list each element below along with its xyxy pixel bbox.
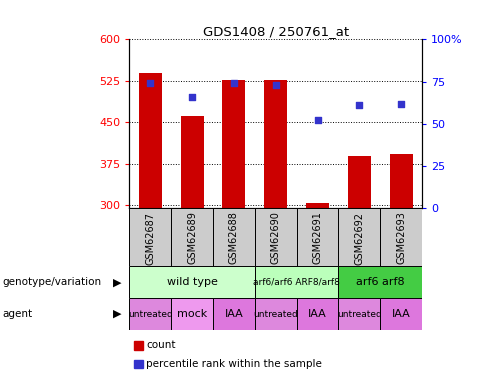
Text: GSM62693: GSM62693 xyxy=(396,211,406,264)
Bar xyxy=(213,298,255,330)
Text: genotype/variation: genotype/variation xyxy=(2,277,102,287)
Bar xyxy=(339,266,422,298)
Bar xyxy=(339,208,380,266)
Point xyxy=(230,80,238,86)
Bar xyxy=(213,208,255,266)
Bar xyxy=(129,266,255,298)
Text: untreated: untreated xyxy=(128,310,173,319)
Bar xyxy=(306,202,329,208)
Bar xyxy=(181,116,203,208)
Text: IAA: IAA xyxy=(392,309,410,319)
Text: IAA: IAA xyxy=(308,309,327,319)
Text: untreated: untreated xyxy=(337,310,382,319)
Text: agent: agent xyxy=(2,309,33,319)
Text: GSM62688: GSM62688 xyxy=(229,211,239,264)
Bar xyxy=(390,154,413,208)
Bar xyxy=(297,208,339,266)
Text: IAA: IAA xyxy=(224,309,243,319)
Point xyxy=(272,82,280,88)
Point xyxy=(314,117,322,123)
Text: ▶: ▶ xyxy=(113,309,121,319)
Bar xyxy=(255,208,297,266)
Bar xyxy=(380,298,422,330)
Text: arf6/arf6 ARF8/arf8: arf6/arf6 ARF8/arf8 xyxy=(253,278,340,286)
Bar xyxy=(297,298,339,330)
Text: GSM62690: GSM62690 xyxy=(271,211,281,264)
Bar xyxy=(264,80,287,208)
Bar xyxy=(348,156,371,208)
Text: percentile rank within the sample: percentile rank within the sample xyxy=(146,359,322,369)
Point xyxy=(146,80,154,86)
Bar xyxy=(171,298,213,330)
Bar xyxy=(139,73,162,208)
Text: GSM62689: GSM62689 xyxy=(187,211,197,264)
Bar xyxy=(380,208,422,266)
Point xyxy=(355,102,363,108)
Text: count: count xyxy=(146,340,176,350)
Bar xyxy=(129,298,171,330)
Bar xyxy=(223,80,245,208)
Text: untreated: untreated xyxy=(253,310,298,319)
Text: ▶: ▶ xyxy=(113,277,121,287)
Point xyxy=(397,100,405,106)
Bar xyxy=(339,298,380,330)
Title: GDS1408 / 250761_at: GDS1408 / 250761_at xyxy=(203,25,349,38)
Bar xyxy=(129,208,171,266)
Text: GSM62692: GSM62692 xyxy=(354,211,365,265)
Bar xyxy=(171,208,213,266)
Bar xyxy=(255,266,339,298)
Text: GSM62687: GSM62687 xyxy=(145,211,155,265)
Point xyxy=(188,94,196,100)
Text: mock: mock xyxy=(177,309,207,319)
Text: arf6 arf8: arf6 arf8 xyxy=(356,277,405,287)
Text: GSM62691: GSM62691 xyxy=(312,211,323,264)
Text: wild type: wild type xyxy=(166,277,218,287)
Bar xyxy=(255,298,297,330)
